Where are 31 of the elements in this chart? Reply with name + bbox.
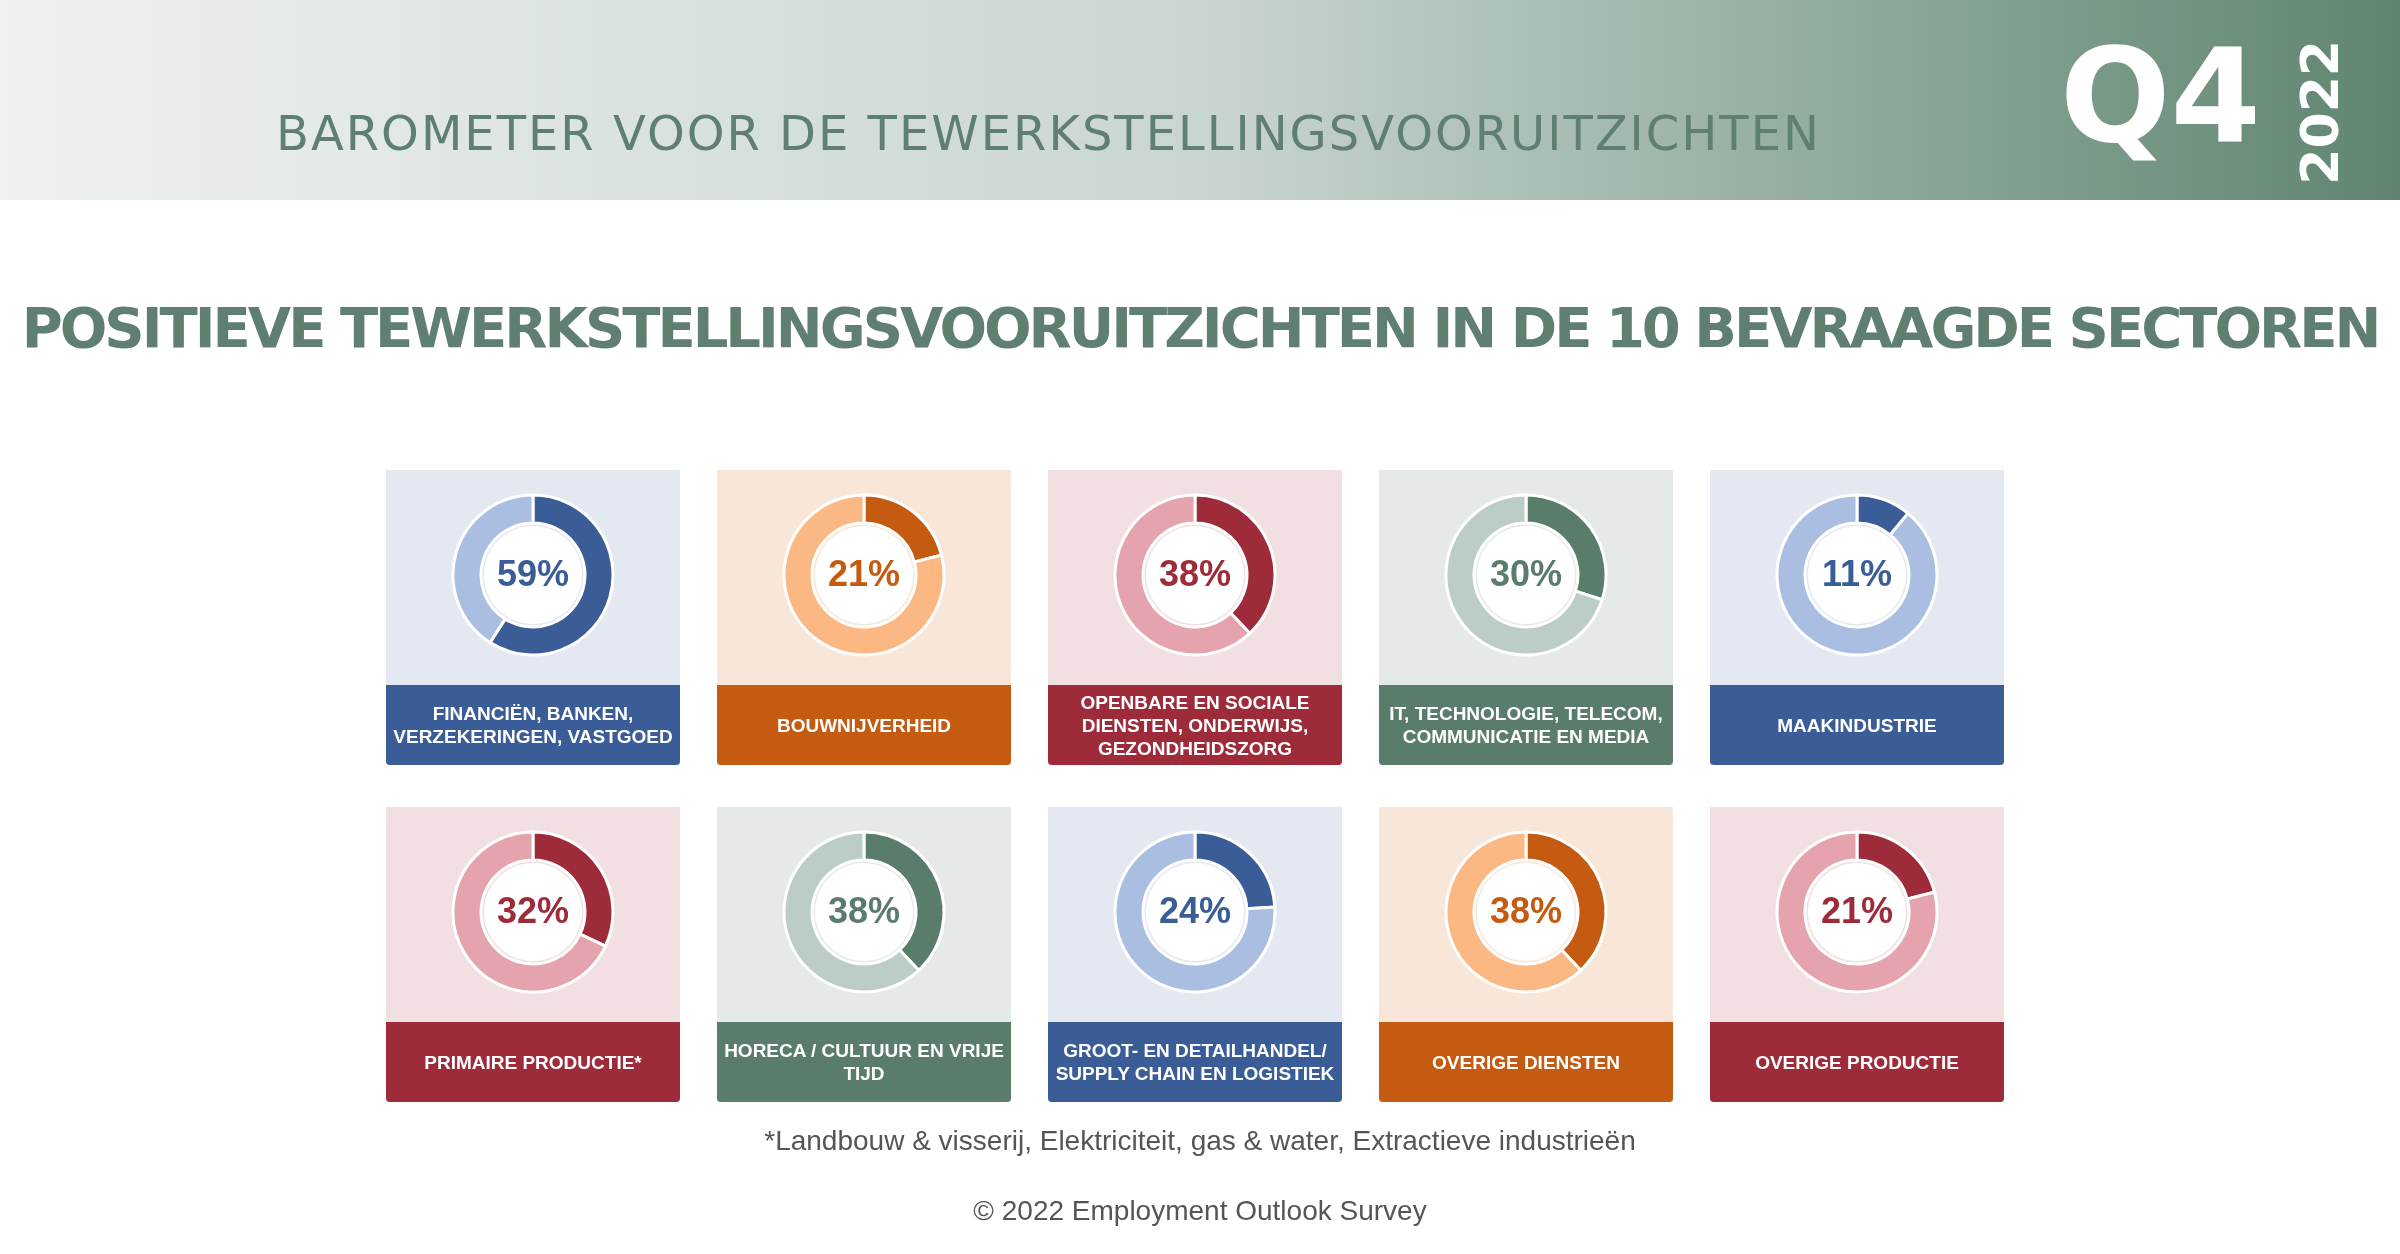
data-label: 32% [496,890,570,931]
text: POSITIEVE TEWERKSTELLINGSVOORUITZICHTEN IN DE 10 BEVRAAGDE SECTOREN [20,295,2380,360]
text: MAAKINDUSTRIE [1710,685,2004,765]
donut-slice [1113,830,1277,994]
data-label: 59% [496,553,570,594]
text: BOUWNIJVERHEID [717,685,1011,765]
text: *Landbouw & visserij, Elektriciteit, gas & water, Extractieve industrieën [763,1125,1637,1157]
text: 2022 [2290,40,2350,185]
text: GROOT- EN DETAILHANDEL/ SUPPLY CHAIN EN LOGISTIEK [1048,1022,1342,1102]
data-label: 11% [1821,553,1893,594]
text: FINANCIËN, BANKEN, VERZEKERINGEN, VASTGOED [386,685,680,765]
data-label: 38% [1158,553,1232,594]
donut-slice [1775,493,1939,657]
text: HORECA / CULTUUR EN VRIJE TIJD [717,1022,1011,1102]
data-label: 38% [827,890,901,931]
text: OVERIGE DIENSTEN [1379,1022,1673,1102]
text: IT, TECHNOLOGIE, TELECOM, COMMUNICATIE EN MEDIA [1379,685,1673,765]
text: OPENBARE EN SOCIALE DIENSTEN, ONDERWIJS, GEZONDHEIDSZORG [1048,685,1342,765]
text: OVERIGE PRODUCTIE [1710,1022,2004,1102]
data-label: 24% [1158,890,1232,931]
donut-slice [1444,493,1604,657]
data-label: 21% [1820,890,1894,931]
text: BAROMETER VOOR DE TEWERKSTELLINGSVOORUITZICHTEN [276,105,1821,161]
donut-slice [1775,830,1939,994]
data-label: 30% [1489,553,1563,594]
donut-slice [782,493,946,657]
text: Q4 [2060,20,2261,172]
data-label: 21% [827,553,901,594]
data-label: 38% [1489,890,1563,931]
text: © 2022 Employment Outlook Survey [972,1195,1428,1227]
text: PRIMAIRE PRODUCTIE* [386,1022,680,1102]
